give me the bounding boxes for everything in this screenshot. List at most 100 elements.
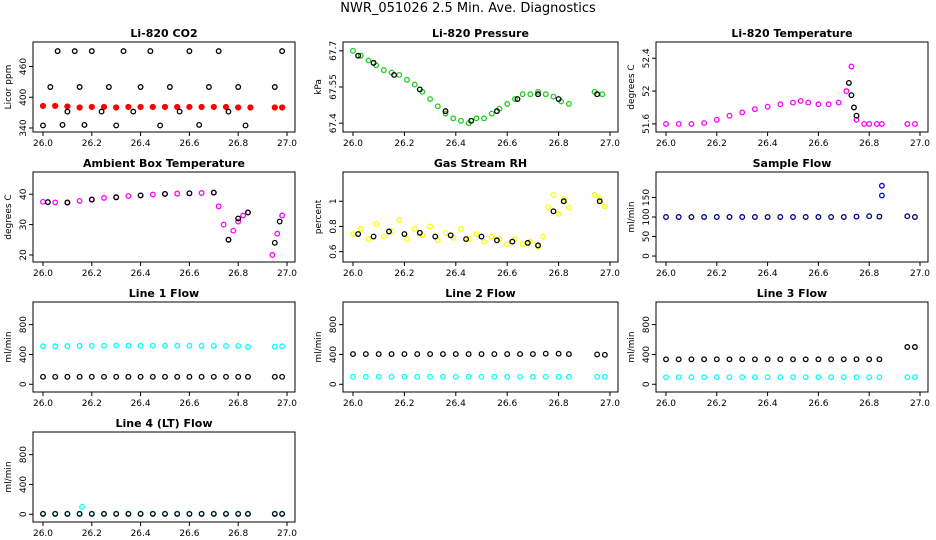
x-tick-label: 26.8 [228,139,248,149]
data-point [815,374,822,381]
x-tick-label: 26.8 [228,399,248,409]
y-tick-label: 460 [19,58,29,75]
data-point [375,351,382,358]
data-point [675,214,682,220]
data-point [81,121,88,128]
data-point [350,351,356,358]
data-point [215,203,222,210]
data-point [245,209,251,216]
data-point [845,79,852,86]
y-tick-label: 67.55 [329,74,339,100]
data-point [726,356,733,363]
data-point [457,117,464,124]
data-point [40,122,46,129]
data-point [481,115,488,122]
data-point [149,373,156,380]
data-point [853,356,860,363]
data-point [176,108,183,115]
data-point [100,103,108,111]
data-point [764,356,771,363]
data-point [529,373,536,380]
data-point [488,233,495,240]
data-point [777,214,784,220]
data-point [186,190,193,197]
data-point [149,342,156,349]
data-point [764,374,771,381]
data-point [491,373,498,380]
data-point [174,190,181,197]
data-point [279,48,286,55]
data-point [386,228,392,235]
y-tick-label: 340 [19,119,29,136]
data-point [751,374,758,381]
data-point [210,510,217,517]
data-point [101,373,107,380]
data-point [186,373,193,380]
x-tick-label: 26.4 [131,529,151,539]
data-point [245,510,251,517]
data-point [411,226,418,232]
data-point [162,190,168,197]
data-point [550,93,557,100]
data-point [355,52,362,59]
y-tick-label: 400 [19,346,29,363]
data-point [76,84,83,90]
data-point [186,510,193,517]
data-point [815,356,822,363]
x-tick-label: 26.2 [82,139,102,149]
data-point [225,108,232,115]
data-point [565,351,572,358]
data-point [555,350,562,357]
data-point [147,48,154,55]
series-black [40,373,286,380]
chart-title: Line 3 Flow [757,287,827,300]
data-point [802,214,809,220]
data-point [125,342,132,349]
data-point [713,214,720,220]
data-point [815,214,822,220]
data-point [391,71,398,78]
data-point [47,84,54,90]
data-point [488,110,495,117]
plot-frame [655,171,929,263]
data-point [535,91,541,98]
data-point [866,356,873,363]
data-point [465,373,472,380]
data-point [504,100,511,107]
data-point [40,343,46,350]
data-point [64,199,71,206]
series-cyan [663,374,918,381]
data-point [688,374,695,381]
y-tick-label: 67.7 [329,41,339,61]
data-point [271,510,278,517]
y-tick-label: 0 [19,511,29,517]
chart-panel-line2: Line 2 Flow ml/min 0 400 800 26.0 26.2 26.4 26.6… [314,287,620,409]
data-point [911,344,918,350]
data-point [848,63,855,70]
data-point [701,120,708,127]
data-point [866,374,873,381]
data-point [125,103,132,111]
series-yellow [350,191,608,250]
x-tick-label: 26.6 [497,269,517,279]
x-tick-label: 27.0 [600,139,620,149]
data-point [370,233,377,240]
chart-title: Li-820 CO2 [130,27,197,40]
data-point [113,194,120,201]
data-point [442,229,449,236]
series-red [39,102,286,111]
data-point [210,103,217,111]
data-point [137,342,144,349]
data-point [878,192,885,199]
y-tick-label: 150 [642,189,652,206]
data-point [198,342,205,349]
x-tick-label: 26.4 [758,269,778,279]
x-tick-label: 26.0 [343,139,363,149]
data-point [113,122,120,129]
data-point [840,374,847,381]
data-point [166,84,173,90]
data-point [565,100,572,107]
data-point [88,48,95,55]
data-point [52,343,59,350]
data-point [555,210,562,217]
